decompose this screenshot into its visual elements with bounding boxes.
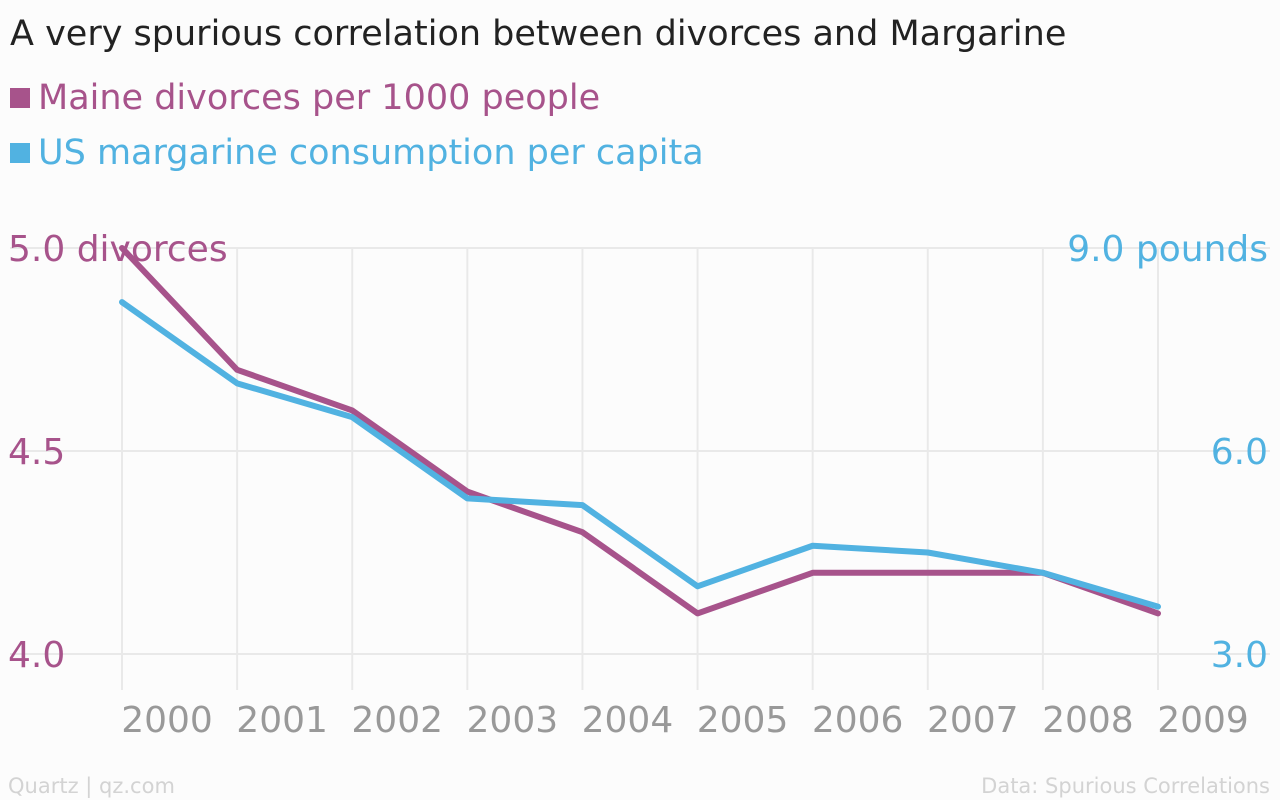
- legend-swatch-margarine: [10, 143, 30, 163]
- x-tick-label: 2004: [582, 700, 674, 741]
- x-tick-label: 2007: [927, 700, 1019, 741]
- y-left-tick-label: 4.0: [8, 635, 65, 676]
- x-tick-label: 2005: [697, 700, 789, 741]
- y-left-tick-label: 5.0 divorces: [8, 229, 228, 270]
- y-right-tick-label: 6.0: [1211, 432, 1268, 473]
- y-left-tick-label: 4.5: [8, 432, 65, 473]
- legend-item-divorces: Maine divorces per 1000 people: [10, 78, 600, 118]
- legend-item-margarine: US margarine consumption per capita: [10, 133, 704, 173]
- legend-label-margarine: US margarine consumption per capita: [38, 133, 704, 173]
- credit-text: Quartz | qz.com: [8, 774, 175, 798]
- x-tick-label: 2003: [467, 700, 559, 741]
- legend-swatch-divorces: [10, 88, 30, 108]
- x-tick-label: 2008: [1042, 700, 1134, 741]
- x-tick-label: 2006: [812, 700, 904, 741]
- x-tick-label: 2002: [351, 700, 443, 741]
- series-line-margarine: [119, 299, 1161, 610]
- series-line-divorces: [119, 245, 1161, 617]
- y-right-tick-label: 9.0 pounds: [1067, 229, 1268, 270]
- x-tick-label: 2009: [1157, 700, 1249, 741]
- chart-title: A very spurious correlation between divo…: [10, 14, 1067, 54]
- legend-label-divorces: Maine divorces per 1000 people: [38, 78, 601, 118]
- x-tick-label: 2000: [121, 700, 213, 741]
- y-right-tick-label: 3.0: [1211, 635, 1268, 676]
- data-source-text: Data: Spurious Correlations: [981, 774, 1270, 798]
- x-tick-label: 2001: [236, 700, 328, 741]
